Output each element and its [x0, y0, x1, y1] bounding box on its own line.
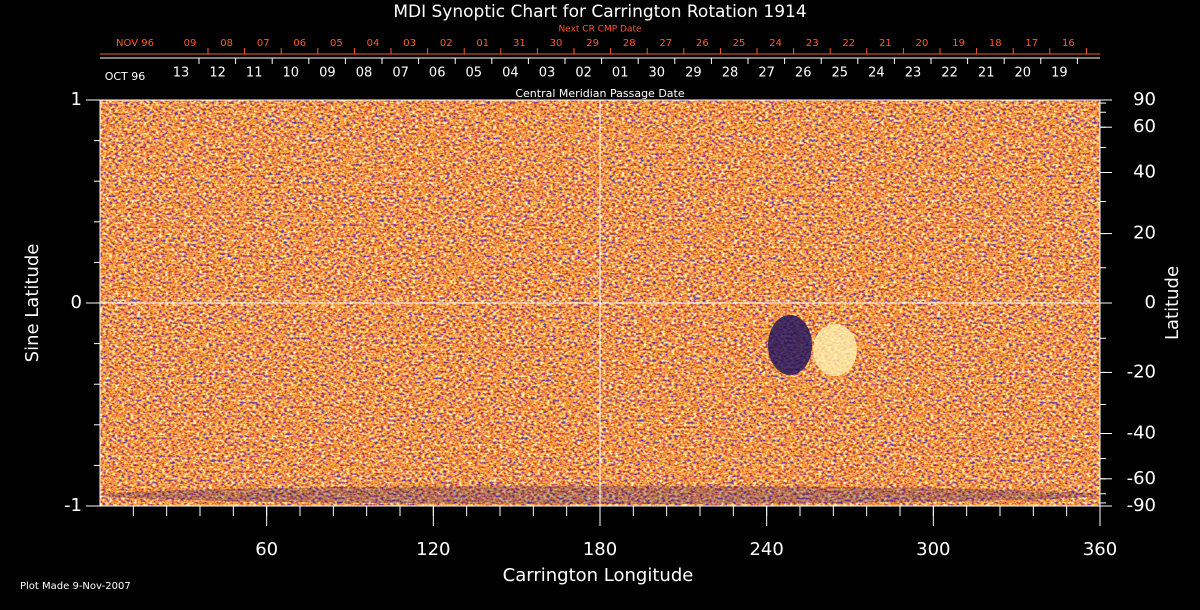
date-label: 22 — [941, 66, 958, 81]
top-date-label: 16 — [1062, 38, 1075, 49]
date-label: 11 — [246, 66, 263, 81]
x-tick-label: 360 — [1083, 539, 1117, 560]
date-label: 23 — [905, 66, 922, 81]
date-label: 10 — [283, 66, 300, 81]
date-label: 29 — [685, 66, 702, 81]
y2-axis-label: Latitude — [1162, 266, 1183, 340]
date-label: 20 — [1015, 66, 1032, 81]
y2-tick-label: 40 — [1133, 162, 1156, 183]
y-tick-label: 0 — [71, 292, 82, 313]
top-date-label: 04 — [367, 38, 380, 49]
x-tick-label: 300 — [916, 539, 950, 560]
date-label: 03 — [539, 66, 556, 81]
top-axis-title: Next CR CMP Date — [558, 25, 642, 35]
top-date-label: 25 — [733, 38, 746, 49]
date-label: OCT 96 — [105, 70, 146, 83]
date-label: 09 — [319, 66, 336, 81]
y2-tick-label: -60 — [1127, 468, 1156, 489]
chart-title: MDI Synoptic Chart for Carrington Rotati… — [393, 2, 806, 22]
y-axis-label: Sine Latitude — [22, 244, 43, 363]
top-date-label: 27 — [659, 38, 672, 49]
top-date-label: 21 — [879, 38, 892, 49]
y2-tick-label: 20 — [1133, 223, 1156, 244]
top-date-label: 30 — [550, 38, 563, 49]
y-tick-label: 1 — [71, 89, 82, 110]
date-axis-title: Central Meridian Passage Date — [515, 87, 684, 100]
date-label: 02 — [575, 66, 592, 81]
top-date-label: 03 — [403, 38, 416, 49]
top-date-label: 28 — [623, 38, 636, 49]
date-label: 12 — [209, 66, 226, 81]
date-label: 19 — [1051, 66, 1068, 81]
date-label: 08 — [356, 66, 373, 81]
y2-tick-label: 0 — [1145, 292, 1156, 313]
top-date-label: 29 — [586, 38, 599, 49]
top-date-label: 26 — [696, 38, 709, 49]
top-date-label: 19 — [952, 38, 965, 49]
top-date-label: 05 — [330, 38, 343, 49]
date-label: 06 — [429, 66, 446, 81]
top-date-label: 24 — [769, 38, 782, 49]
date-label: 05 — [466, 66, 483, 81]
footer: Plot Made 9-Nov-2007 — [20, 581, 131, 592]
date-label: 04 — [502, 66, 519, 81]
top-date-label: 01 — [476, 38, 489, 49]
y2-tick-label: -20 — [1127, 361, 1156, 382]
date-label: 30 — [649, 66, 666, 81]
top-date-label: 17 — [1025, 38, 1038, 49]
x-tick-label: 180 — [583, 539, 617, 560]
date-label: 26 — [795, 66, 812, 81]
x-tick-label: 240 — [749, 539, 783, 560]
x-tick-label: 120 — [416, 539, 450, 560]
x-tick-label: 60 — [255, 539, 278, 560]
x-axis-label: Carrington Longitude — [503, 565, 694, 586]
y2-tick-label: 90 — [1133, 89, 1156, 110]
top-date-label: 18 — [989, 38, 1002, 49]
y2-tick-label: -90 — [1127, 495, 1156, 516]
date-label: 01 — [612, 66, 629, 81]
top-date-label: 09 — [184, 38, 197, 49]
date-label: 07 — [392, 66, 409, 81]
date-label: 21 — [978, 66, 995, 81]
top-date-label: 20 — [916, 38, 929, 49]
y-tick-label: -1 — [64, 495, 82, 516]
date-label: 24 — [868, 66, 885, 81]
top-date-label: 22 — [842, 38, 855, 49]
date-label: 28 — [722, 66, 739, 81]
date-label: 27 — [758, 66, 775, 81]
y2-tick-label: 60 — [1133, 116, 1156, 137]
top-date-label: 08 — [220, 38, 233, 49]
top-date-label: 06 — [293, 38, 306, 49]
date-label: 25 — [832, 66, 849, 81]
top-date-label: 23 — [806, 38, 819, 49]
date-label: 13 — [173, 66, 190, 81]
top-date-label: 31 — [513, 38, 526, 49]
top-date-label: NOV 96 — [116, 38, 154, 49]
top-date-label: 07 — [257, 38, 270, 49]
y2-tick-label: -40 — [1127, 422, 1156, 443]
top-date-label: 02 — [440, 38, 453, 49]
